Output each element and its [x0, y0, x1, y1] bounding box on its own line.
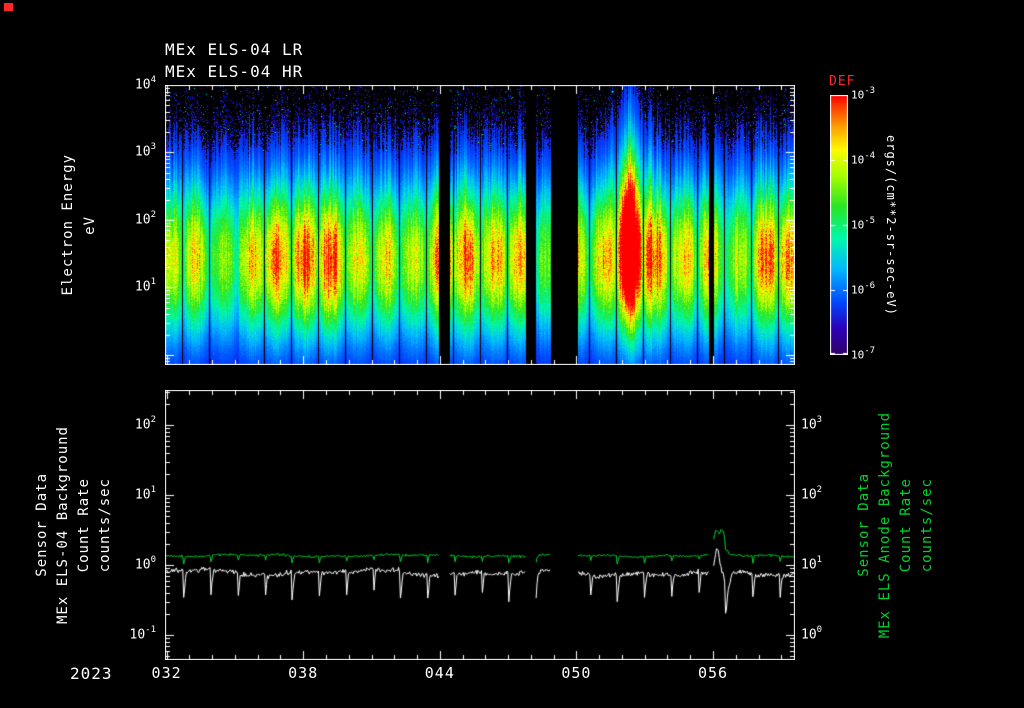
xaxis-tick-label: 044	[424, 664, 455, 682]
colorbar-units-block: ergs/(cm**2-sr-sec-eV)	[884, 85, 898, 365]
xaxis-tick-label: 032	[151, 664, 182, 682]
left-title-line1: Sensor Data	[34, 473, 50, 577]
colorbar-tick-label: 10-4	[851, 151, 876, 167]
colorbar-tick-label: 10-3	[851, 86, 876, 102]
colorbar-tick-label: 10-6	[851, 281, 876, 297]
right-title-line4: counts/sec	[919, 477, 935, 573]
right-title-line1: Sensor Data	[856, 473, 872, 577]
right-title-line3: Count Rate	[898, 477, 914, 573]
colorbar-tick-label: 10-7	[851, 346, 876, 362]
lineplot-left-tick-label: 101	[134, 485, 156, 503]
xaxis-year-label: 2023	[70, 664, 113, 683]
lineplot-right-tick-label: 101	[801, 555, 823, 573]
xaxis-tick-label: 038	[288, 664, 319, 682]
spectrogram-ytick-label: 104	[134, 75, 156, 93]
spectrogram-ytick-label: 101	[134, 277, 156, 295]
lineplot-left-tick-label: 10-1	[129, 625, 157, 643]
spectrogram-y-axis-title: Electron Energy eV	[60, 85, 98, 365]
lineplot-left-tick-label: 100	[134, 555, 156, 573]
colorbar-tick-label: 10-5	[851, 216, 876, 232]
spectrogram-ylabel: Electron Energy	[60, 154, 76, 296]
left-title-line2: MEx ELS-04 Background	[55, 425, 71, 624]
colorbar-gradient	[830, 95, 848, 355]
lineplot-left-tick-label: 102	[134, 415, 156, 433]
spectrogram-heatmap	[165, 85, 795, 365]
xaxis-tick-label: 050	[561, 664, 592, 682]
plot-title-line2: MEx ELS-04 HR	[165, 62, 304, 81]
lineplot-canvas	[165, 390, 795, 660]
corner-marker	[4, 3, 13, 11]
right-title-line2: MEx ELS Anode Background	[877, 411, 893, 639]
xaxis-tick-label: 056	[697, 664, 729, 682]
lineplot-right-tick-label: 103	[801, 415, 823, 433]
plot-title-line1: MEx ELS-04 LR	[165, 40, 304, 59]
spectrogram-ytick-label: 103	[134, 142, 156, 160]
left-title-line3: Count Rate	[76, 477, 92, 573]
spectrogram-ytick-label: 102	[134, 209, 156, 228]
lineplot-right-tick-label: 102	[801, 485, 823, 503]
lineplot-right-tick-label: 100	[801, 625, 823, 643]
colorbar-units: ergs/(cm**2-sr-sec-eV)	[884, 134, 898, 316]
lineplot-right-axis-title: Sensor Data MEx ELS Anode Background Cou…	[856, 390, 935, 660]
colorbar-title: DEF	[829, 74, 856, 89]
